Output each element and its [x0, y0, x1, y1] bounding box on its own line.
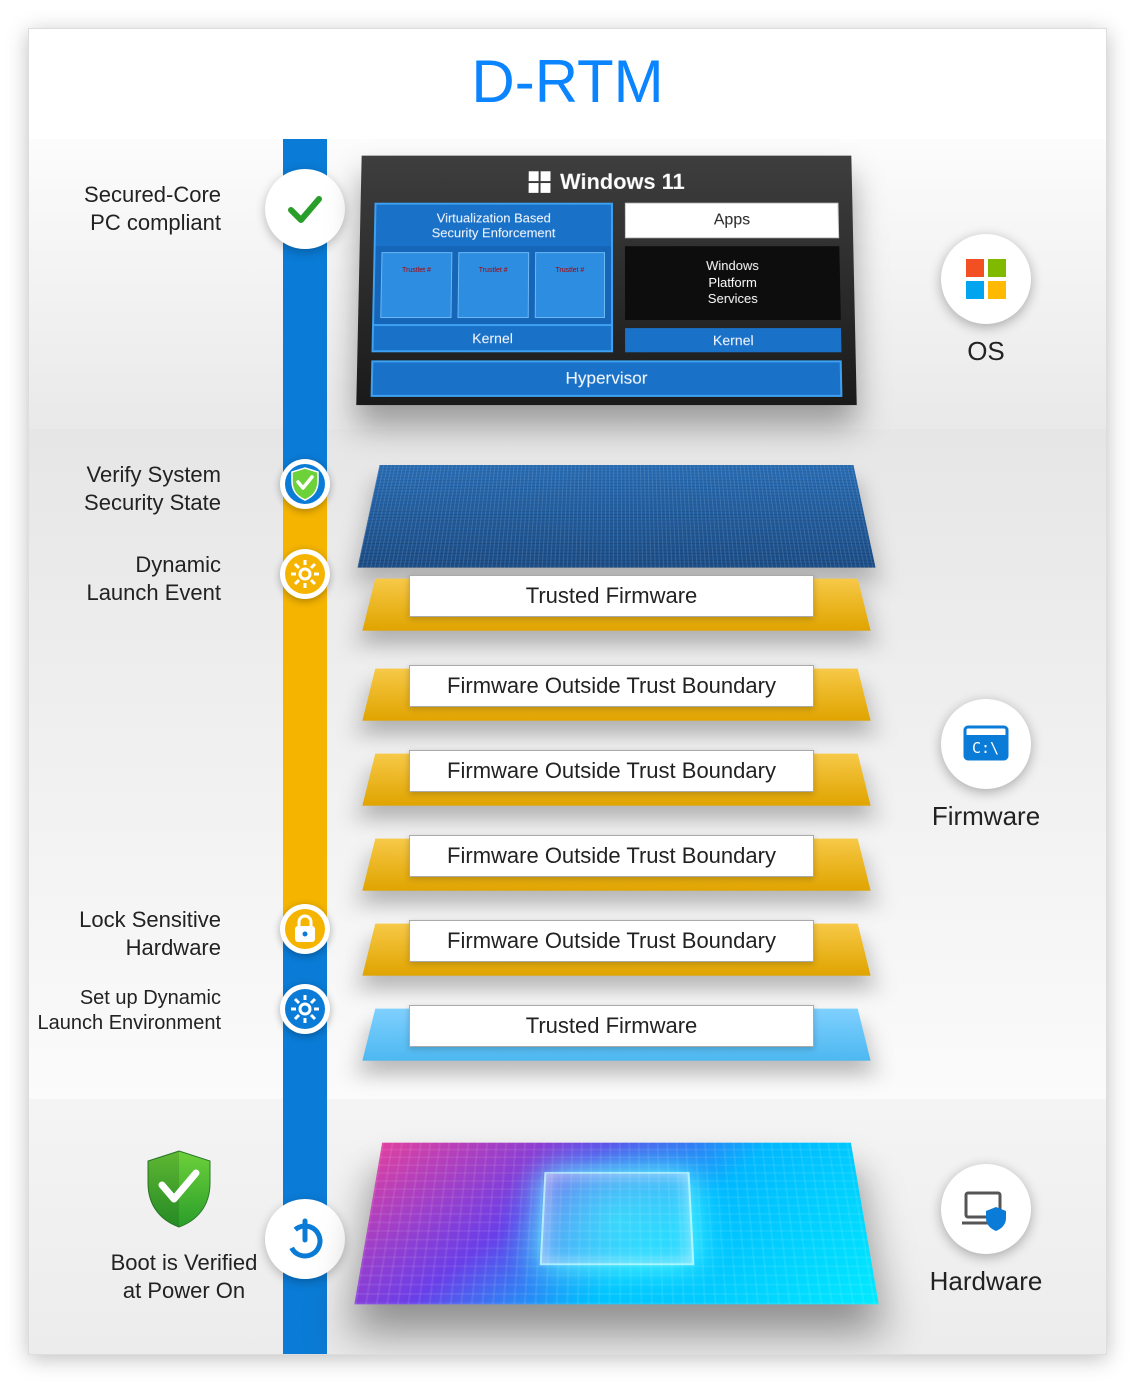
diagram-body: Secured-Core PC compliant Verify System S…	[29, 139, 1106, 1354]
os-label: OS	[901, 336, 1071, 367]
secure-kernel: Kernel	[374, 324, 612, 350]
diagram-frame: D-RTM Secured-Core PC compliant Verify Sy…	[28, 28, 1107, 1355]
trustlet-1: Trustlet #	[457, 252, 528, 318]
vbse-panel: Virtualization Based Security Enforcemen…	[372, 203, 614, 353]
section-label-firmware: C:\ Firmware	[901, 699, 1071, 832]
check-icon	[265, 169, 345, 249]
apps-box: Apps	[625, 203, 839, 239]
step-label-2: Dynamic Launch Event	[28, 551, 221, 606]
trustlet-2: Trustlet #	[534, 252, 605, 318]
vbse-title: Virtualization Based Security Enforcemen…	[376, 205, 612, 247]
trustlet-0: Trustlet #	[380, 252, 452, 318]
firmware-layer-label-6: Trusted Firmware	[409, 1005, 814, 1047]
hardware-plate	[354, 1143, 878, 1305]
page-title: D-RTM	[29, 29, 1106, 130]
windows-logo-icon	[941, 234, 1031, 324]
section-label-os: OS	[901, 234, 1071, 367]
step-label-1: Verify System Security State	[28, 461, 221, 516]
firmware-layer-0	[357, 465, 875, 568]
firmware-layer-label-4: Firmware Outside Trust Boundary	[409, 835, 814, 877]
windows-glyph-icon	[528, 171, 550, 193]
cpu-chip	[539, 1172, 694, 1265]
svg-text:C:\: C:\	[972, 739, 999, 757]
firmware-layer-label-5: Firmware Outside Trust Boundary	[409, 920, 814, 962]
firmware-layer-label-1: Trusted Firmware	[409, 575, 814, 617]
nt-kernel: Kernel	[625, 328, 841, 352]
hypervisor-box: Hypervisor	[371, 360, 843, 397]
os-header: Windows 11	[375, 165, 839, 202]
boot-verified-label: Boot is Verified at Power On	[69, 1249, 299, 1304]
gear-icon	[280, 984, 330, 1034]
step-label-0: Secured-Core PC compliant	[28, 181, 221, 236]
shield-check-icon	[280, 459, 330, 509]
os-header-text: Windows 11	[560, 169, 685, 194]
firmware-label: Firmware	[901, 801, 1071, 832]
section-label-hardware: Hardware	[901, 1164, 1071, 1297]
gear-icon	[280, 549, 330, 599]
device-shield-icon	[941, 1164, 1031, 1254]
step-label-4: Set up Dynamic Launch Environment	[28, 986, 221, 1036]
os-card: Windows 11 Virtualization Based Security…	[356, 156, 856, 405]
firmware-layer-label-2: Firmware Outside Trust Boundary	[409, 665, 814, 707]
ribbon-track	[283, 139, 327, 1355]
shield-check-large-icon	[144, 1149, 214, 1229]
boot-verified-block	[139, 1149, 219, 1234]
lock-icon	[280, 904, 330, 954]
step-label-3: Lock Sensitive Hardware	[28, 906, 221, 961]
hardware-label: Hardware	[901, 1266, 1071, 1297]
cmd-icon: C:\	[941, 699, 1031, 789]
firmware-layer-label-3: Firmware Outside Trust Boundary	[409, 750, 814, 792]
wps-box: Windows Platform Services	[625, 246, 841, 320]
